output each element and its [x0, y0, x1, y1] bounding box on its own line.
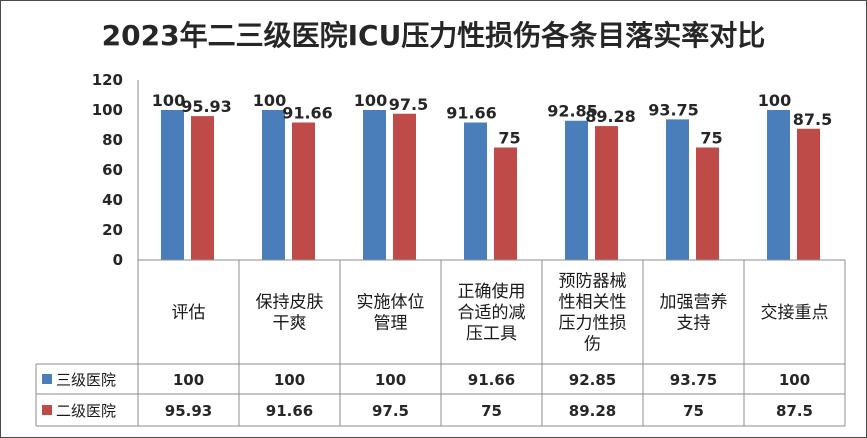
data-label: 95.93 [181, 97, 232, 116]
bar-secondary [292, 122, 315, 260]
legend-key [42, 374, 52, 384]
data-label: 75 [700, 129, 722, 148]
bar-tertiary [767, 110, 790, 260]
table-value: 75 [481, 402, 502, 420]
y-tick-label: 80 [102, 131, 123, 149]
series-name: 二级医院 [56, 402, 116, 420]
category-label: 交接重点 [761, 303, 829, 323]
bar-tertiary [262, 110, 285, 260]
bar-tertiary [363, 110, 386, 260]
table-value: 97.5 [372, 402, 409, 420]
category-label: 预防器械 [559, 272, 627, 292]
data-label: 75 [498, 129, 520, 148]
table-value: 95.93 [165, 402, 212, 420]
bar-secondary [191, 116, 214, 260]
bar-secondary [494, 147, 517, 260]
bar-secondary [797, 128, 820, 260]
bar-secondary [393, 113, 416, 260]
table-value: 100 [375, 371, 406, 389]
y-tick-label: 120 [92, 71, 123, 89]
category-label: 合适的减 [458, 303, 526, 323]
table-value: 92.85 [569, 371, 616, 389]
y-tick-label: 60 [102, 161, 123, 179]
bar-tertiary [565, 120, 588, 260]
table-value: 91.66 [468, 371, 515, 389]
data-label: 92.85 [547, 102, 598, 121]
y-tick-label: 0 [113, 251, 123, 269]
table-value: 75 [683, 402, 704, 420]
category-label: 加强营养 [660, 293, 728, 313]
data-label: 100 [253, 91, 286, 110]
data-label: 93.75 [648, 100, 699, 119]
y-tick-label: 100 [92, 101, 123, 119]
category-label: 保持皮肤 [256, 293, 324, 313]
data-label: 91.66 [282, 104, 333, 123]
table-value: 89.28 [569, 402, 616, 420]
category-label: 正确使用 [458, 281, 526, 302]
category-label: 伤 [584, 335, 601, 355]
chart-title: 2023年二三级医院ICU压力性损伤各条目落实率对比 [101, 19, 766, 52]
data-label: 100 [758, 91, 791, 110]
bar-secondary [595, 126, 618, 260]
bar-secondary [696, 147, 719, 260]
data-label: 100 [152, 91, 185, 110]
category-label: 干爽 [273, 314, 307, 334]
category-label: 管理 [374, 314, 408, 334]
series-name: 三级医院 [56, 371, 116, 389]
table-value: 93.75 [670, 371, 717, 389]
table-value: 87.5 [776, 402, 813, 420]
y-tick-label: 40 [102, 191, 123, 209]
table-value: 91.66 [266, 402, 313, 420]
data-label: 97.5 [389, 95, 428, 114]
data-label: 87.5 [793, 110, 832, 129]
category-label: 压力性损 [559, 314, 627, 334]
table-value: 100 [779, 371, 810, 389]
legend-key [42, 405, 52, 415]
category-label: 压工具 [466, 324, 517, 344]
data-label: 91.66 [446, 104, 497, 123]
category-label: 评估 [172, 303, 206, 323]
table-value: 100 [274, 371, 305, 389]
category-label: 性相关性 [559, 293, 627, 313]
bar-tertiary [464, 122, 487, 260]
y-tick-label: 20 [102, 221, 123, 239]
category-label: 支持 [677, 314, 711, 334]
bar-tertiary [666, 119, 689, 260]
data-label: 89.28 [585, 107, 636, 126]
category-label: 实施体位 [357, 293, 425, 313]
bar-tertiary [161, 110, 184, 260]
data-label: 100 [354, 91, 387, 110]
table-value: 100 [173, 371, 204, 389]
